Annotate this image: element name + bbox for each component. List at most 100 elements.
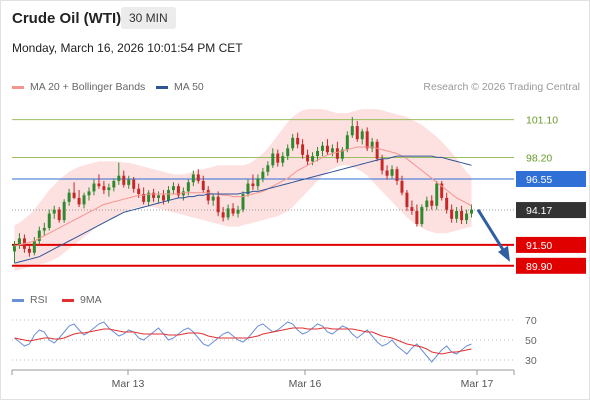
candle-body [216, 196, 220, 213]
candle-body [42, 227, 46, 231]
ma9-swatch [62, 298, 74, 302]
rsi-ma9-line [14, 327, 472, 355]
price-levels [12, 119, 514, 267]
candle-body [455, 210, 459, 219]
candle-body [72, 192, 76, 198]
candle-body [52, 209, 56, 214]
legend-ma50: MA 50 [156, 81, 204, 93]
candle-body [152, 192, 156, 198]
candle-body [211, 196, 215, 201]
level-label-91.50: 91.50 [526, 240, 552, 252]
candle-body [380, 158, 384, 171]
candle-body [256, 178, 260, 187]
candle-body [365, 131, 369, 149]
forecast-arrow-head [498, 245, 510, 262]
candle-body [286, 148, 290, 157]
candle-body [122, 175, 126, 185]
candle-body [400, 180, 404, 193]
legend-rsi: RSI [12, 294, 48, 306]
candle-body [92, 183, 96, 192]
ma50-line [14, 155, 472, 264]
instrument-title: Crude Oil (WTI) [12, 10, 122, 27]
candle-body [425, 200, 429, 208]
candle-body [82, 195, 86, 205]
level-labels: 101.10 98.20 96.55 94.17 91.50 89.90 [516, 115, 586, 274]
candle-body [291, 137, 295, 149]
candle-body [132, 179, 136, 189]
candle-body [320, 145, 324, 151]
forecast-arrow [476, 208, 510, 262]
ma50-swatch [156, 85, 168, 89]
candle-body [355, 126, 359, 140]
chart-datetime: Monday, March 16, 2026 10:01:54 PM CET [12, 41, 243, 55]
candle-body [102, 186, 106, 191]
candle-body [445, 197, 449, 210]
level-box-89.90 [516, 257, 586, 274]
bollinger-bands [14, 109, 472, 271]
level-label-98.20: 98.20 [526, 152, 552, 164]
legend-ma20-label: MA 20 + Bollinger Bands [30, 81, 146, 93]
candle-body [271, 153, 275, 166]
legend-ma20: MA 20 + Bollinger Bands [12, 81, 145, 93]
candle-body [440, 183, 444, 198]
candle-body [266, 165, 270, 172]
candle-body [27, 248, 31, 253]
candle-body [241, 194, 245, 210]
candle-body [301, 144, 305, 155]
candle-body [385, 170, 389, 176]
candle-body [191, 174, 195, 183]
candle-body [311, 156, 315, 162]
rsi-swatch [12, 298, 24, 302]
candle-body [142, 194, 146, 202]
timeframe-badge[interactable]: 30 MIN [121, 7, 176, 29]
candle-body [231, 208, 235, 214]
candle-body [137, 188, 141, 194]
rsi-tick-50: 50 [525, 335, 537, 347]
last-price-box [516, 202, 586, 219]
candle-body [157, 195, 161, 198]
candle-body [171, 186, 175, 191]
source-credit: Research © 2026 Trading Central [423, 81, 580, 93]
legend-ma9: 9MA [62, 294, 102, 306]
candle-body [405, 192, 409, 208]
candle-body [360, 131, 364, 140]
level-box-96.55 [516, 170, 586, 187]
level-box-91.50 [516, 236, 586, 253]
candle-body [97, 183, 101, 187]
candle-body [340, 149, 344, 159]
candle-body [147, 192, 151, 202]
candle-body [395, 169, 399, 181]
candle-body [325, 145, 329, 153]
candle-body [226, 208, 230, 218]
forecast-arrow-shaft [476, 208, 507, 254]
time-axis: Mar 13 Mar 16 Mar 17 [11, 369, 515, 390]
ma20-swatch [12, 85, 24, 89]
candle-body [276, 153, 280, 163]
level-label-96.55: 96.55 [526, 174, 552, 186]
level-label-89.90: 89.90 [526, 261, 552, 273]
candle-body [181, 191, 185, 196]
rsi-panel: 70 50 30 [12, 315, 537, 367]
candle-body [261, 171, 265, 179]
legend-rsi-label: RSI [30, 294, 48, 306]
candle-body [296, 137, 300, 145]
ma20-line [14, 146, 472, 247]
candle-body [330, 148, 334, 153]
time-label: Mar 17 [461, 378, 494, 390]
candle-body [251, 183, 255, 187]
rsi-tick-70: 70 [525, 315, 537, 327]
candle-body [47, 213, 51, 228]
candle-body [127, 179, 131, 185]
candle-body [450, 209, 454, 219]
candle-body [196, 174, 200, 181]
rsi-line [14, 321, 472, 363]
candle-body [246, 183, 250, 194]
candle-body [370, 141, 374, 149]
legend-ma50-label: MA 50 [174, 81, 204, 93]
candle-body [430, 200, 434, 206]
candle-body [465, 213, 469, 221]
candle-body [470, 209, 474, 214]
candle-body [316, 150, 320, 157]
candle-body [112, 180, 116, 188]
